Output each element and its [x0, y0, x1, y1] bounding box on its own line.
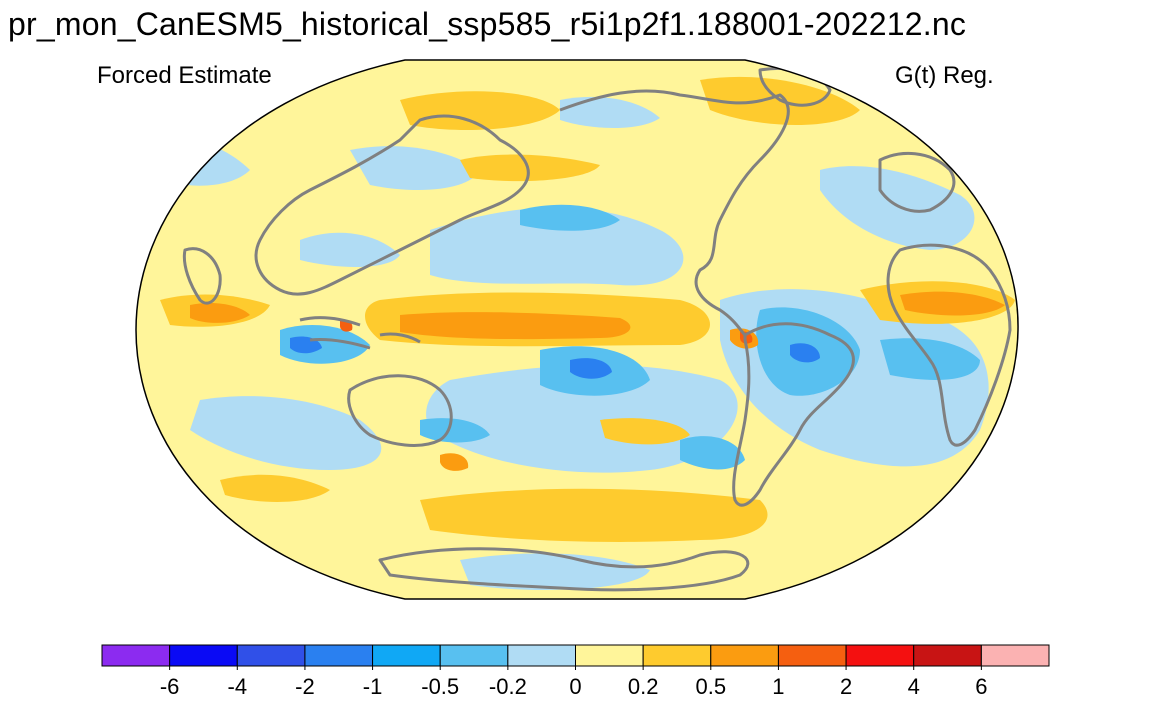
medium-blue-anomalies: [280, 204, 980, 470]
colorbar-boxes: [101, 644, 1050, 667]
colorbar-box: [777, 644, 847, 667]
coast-south-america: [732, 322, 855, 507]
coast-antarctica: [378, 547, 750, 592]
coast-india: [182, 247, 222, 305]
colorbar-label: -4: [228, 674, 248, 699]
light-blue-anomalies: [150, 96, 989, 590]
right-subtitle: G(t) Reg.: [895, 62, 994, 89]
coast-north-america: [559, 89, 790, 337]
colorbar-box: [304, 644, 374, 667]
colorbar-label: -0.5: [421, 674, 459, 699]
coastlines: [182, 66, 1012, 592]
colorbar-label: 6: [975, 674, 987, 699]
colorbar-ticks: [169, 666, 982, 670]
coast-asia: [254, 114, 530, 296]
coast-indonesia: [299, 316, 421, 350]
coast-africa: [886, 243, 1012, 447]
colorbar-label: 0.2: [628, 674, 659, 699]
colorbar-label: 1: [772, 674, 784, 699]
colorbar-label: 4: [908, 674, 920, 699]
colorbar-label: -0.2: [489, 674, 527, 699]
colorbar-label: -6: [160, 674, 180, 699]
orange-anomalies: [190, 291, 1005, 471]
plot-title: pr_mon_CanESM5_historical_ssp585_r5i1p2f…: [8, 6, 967, 42]
colorbar-label: -2: [295, 674, 315, 699]
map-fill-layer: [136, 60, 1019, 599]
colorbar-box: [439, 644, 509, 667]
colorbar-box: [980, 644, 1050, 667]
colorbar-box: [845, 644, 915, 667]
colorbar-box: [642, 644, 712, 667]
colorbar-box: [169, 644, 238, 667]
globe-outline: [135, 59, 1019, 600]
coast-europe: [878, 151, 956, 213]
left-subtitle: Forced Estimate: [97, 62, 272, 89]
colorbar-box: [575, 644, 644, 667]
colorbar-label: 0: [569, 674, 581, 699]
colorbar-label: 0.5: [695, 674, 726, 699]
colorbar-box: [101, 644, 171, 667]
colorbar-box: [710, 644, 779, 667]
colorbar-label: 2: [840, 674, 852, 699]
colorbar-box: [507, 644, 577, 667]
colorbar-box: [372, 644, 441, 667]
colorbar-box: [913, 644, 982, 667]
coast-australia: [347, 374, 453, 447]
colorbar-box: [236, 644, 306, 667]
colorbar-label: -1: [363, 674, 383, 699]
colorbar-labels: -6 -4 -2 -1 -0.5 -0.2 0 0.2 0.5 1 2 4 6: [160, 674, 988, 699]
